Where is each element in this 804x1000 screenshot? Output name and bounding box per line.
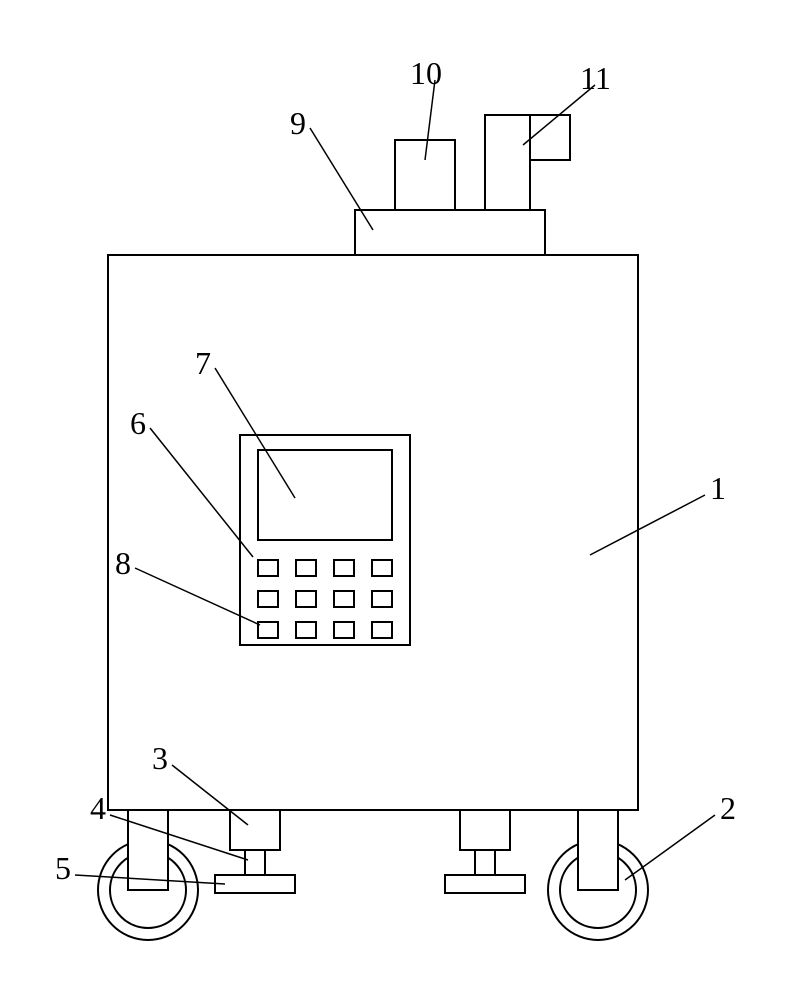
label-2: 2 xyxy=(720,790,736,827)
label-9: 9 xyxy=(290,105,306,142)
technical-diagram xyxy=(0,0,804,1000)
label-4: 4 xyxy=(90,790,106,827)
label-10: 10 xyxy=(410,55,442,92)
label-5: 5 xyxy=(55,850,71,887)
label-8: 8 xyxy=(115,545,131,582)
label-11: 11 xyxy=(580,60,611,97)
label-6: 6 xyxy=(130,405,146,442)
label-3: 3 xyxy=(152,740,168,777)
label-7: 7 xyxy=(195,345,211,382)
label-1: 1 xyxy=(710,470,726,507)
